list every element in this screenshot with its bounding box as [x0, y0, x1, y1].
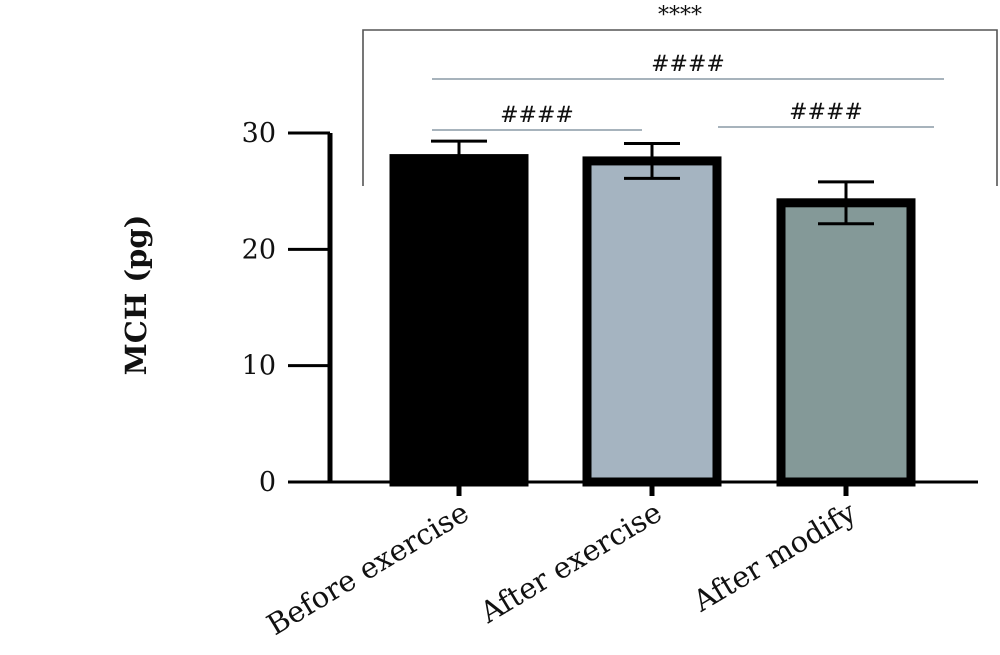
significance-annotations: #### #### #### ****	[362, 3, 998, 186]
y-axis-title: MCH (pg)	[119, 215, 153, 376]
x-category-label: Before exercise	[261, 495, 475, 642]
bar	[582, 156, 722, 487]
x-category-label: After modify	[686, 495, 862, 619]
y-tick-label: 20	[242, 234, 276, 265]
x-category-label: After exercise	[473, 495, 667, 630]
error-bars	[431, 139, 874, 226]
significance-label: ####	[789, 100, 863, 125]
y-tick-label: 10	[242, 351, 276, 382]
y-tick-label: 0	[259, 467, 276, 498]
significance-bracket	[362, 29, 998, 186]
bar	[389, 154, 529, 487]
bars	[389, 154, 916, 487]
bar	[776, 198, 916, 487]
y-tick-label: 30	[242, 118, 276, 149]
labels: 0 10 20 30 Before exercise After exercise Afte…	[242, 118, 862, 642]
significance-label: ****	[658, 3, 702, 28]
significance-label: ####	[500, 103, 574, 128]
significance-label: ####	[651, 52, 725, 77]
